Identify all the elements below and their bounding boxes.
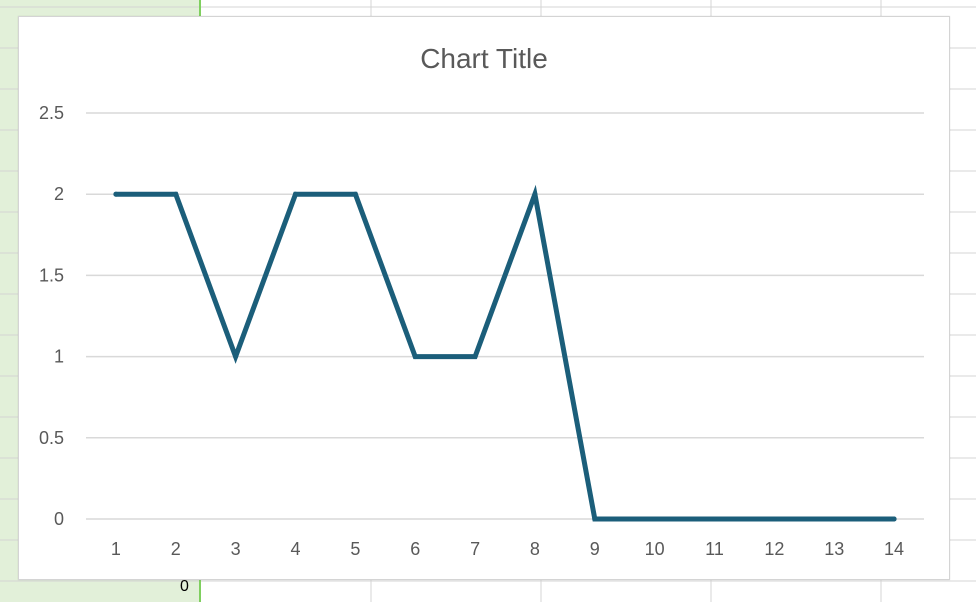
chart-area[interactable]: Chart Title 0 0.5 1 1.5 2 2.5 1 2 3 4 5 6 7 8 9 10 11 12 1… [18, 16, 950, 580]
data-point[interactable] [352, 191, 358, 197]
y-tick-label: 2 [54, 184, 64, 204]
x-tick-label: 12 [764, 539, 784, 559]
line-chart[interactable]: 00.511.522.51 2 3 4 5 6 7 8 9 10 11 12 13 14 [19, 17, 949, 579]
x-tick-label: 4 [290, 539, 300, 559]
x-tick-label: 1 [111, 539, 121, 559]
data-point[interactable] [771, 516, 777, 522]
data-point[interactable] [293, 191, 298, 197]
data-point[interactable] [532, 191, 538, 197]
y-tick-label: 0 [54, 509, 64, 529]
x-tick-label: 14 [884, 539, 904, 559]
y-tick-label: 1.5 [39, 265, 64, 285]
cell-value: 0 [180, 578, 189, 595]
x-tick-label: 5 [350, 539, 360, 559]
data-point[interactable] [233, 354, 239, 360]
x-tick-label: 13 [824, 539, 844, 559]
chart-title[interactable]: Chart Title [420, 43, 548, 74]
data-point[interactable] [652, 516, 658, 522]
x-tick-label: 7 [470, 539, 480, 559]
x-tick-label: 9 [590, 539, 600, 559]
y-tick-label: 1 [54, 347, 64, 367]
data-point[interactable] [712, 516, 717, 522]
data-point[interactable] [831, 516, 837, 522]
series-line[interactable] [113, 184, 897, 522]
data-point[interactable] [472, 354, 478, 360]
x-tick-label: 2 [171, 539, 181, 559]
data-point[interactable] [412, 354, 418, 360]
y-tick-label: 2.5 [39, 103, 64, 123]
x-tick-label: 3 [231, 539, 241, 559]
x-tick-label: 11 [705, 539, 724, 559]
y-tick-label: 0.5 [39, 428, 64, 448]
data-point[interactable] [173, 191, 179, 197]
data-point[interactable] [113, 191, 119, 197]
x-tick-label: 8 [530, 539, 540, 559]
x-tick-label: 10 [645, 539, 665, 559]
data-point[interactable] [891, 516, 897, 522]
data-point[interactable] [592, 516, 598, 522]
x-tick-label: 6 [410, 539, 420, 559]
